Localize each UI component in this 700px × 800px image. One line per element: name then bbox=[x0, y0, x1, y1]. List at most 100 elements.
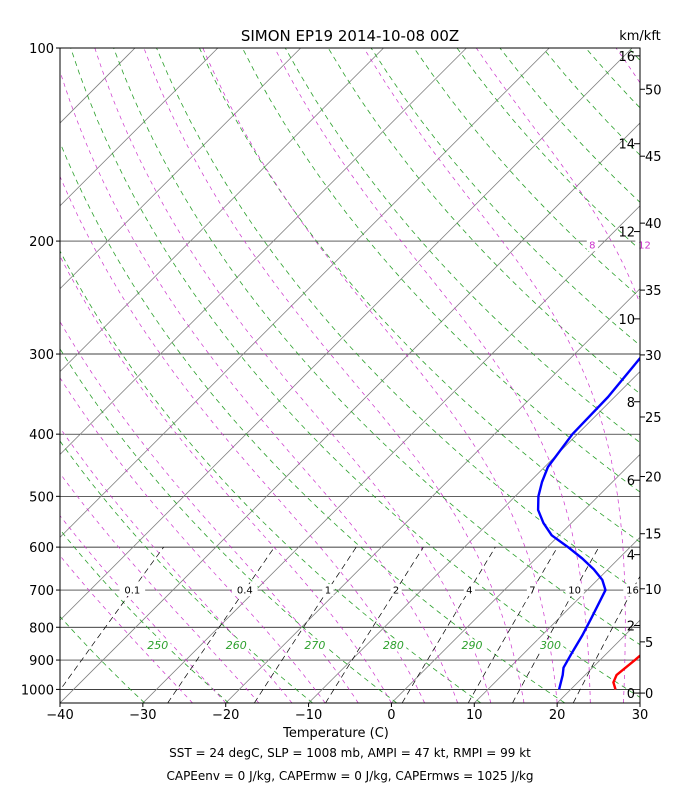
kft-tick-label: 45 bbox=[645, 150, 662, 165]
temperature-tick-label: −30 bbox=[129, 708, 156, 723]
dry-adiabat-line bbox=[156, 48, 640, 594]
km-tick-label: 12 bbox=[618, 226, 635, 241]
dry-adiabat-line bbox=[60, 250, 482, 703]
kft-tick-label: 50 bbox=[645, 83, 662, 98]
moist-adiabat-line bbox=[60, 320, 359, 703]
km-tick-label: 8 bbox=[627, 396, 635, 411]
dry-adiabat-line bbox=[413, 48, 640, 298]
temperature-tick-label: 30 bbox=[632, 708, 649, 723]
temperature-tick-label: −10 bbox=[295, 708, 322, 723]
moist-adiabat-line bbox=[363, 48, 626, 703]
dry-adiabat-label: 270 bbox=[304, 639, 325, 652]
mixing-ratio-label: 16 bbox=[626, 586, 639, 597]
x-axis-label: Temperature (C) bbox=[282, 726, 389, 741]
dry-adiabat-line bbox=[70, 48, 640, 698]
isotherm-line bbox=[60, 48, 219, 207]
moist-adiabat-line bbox=[60, 472, 260, 703]
mixing-ratio-line bbox=[401, 546, 496, 703]
dry-adiabat-line bbox=[284, 48, 640, 444]
dry-adiabat-line bbox=[499, 48, 640, 203]
moist-adiabat-line bbox=[202, 48, 558, 703]
temperature-tick-label: 10 bbox=[466, 708, 483, 723]
height-axis-label: km/kft bbox=[619, 29, 661, 44]
dry-adiabat-line bbox=[327, 48, 640, 395]
mixing-ratio-line bbox=[467, 546, 558, 703]
mixing-ratio-label-bg bbox=[623, 584, 642, 597]
km-tick-label: 4 bbox=[627, 549, 635, 564]
moist-adiabats bbox=[60, 48, 640, 703]
plot-frame bbox=[59, 47, 641, 704]
pressure-tick-label: 300 bbox=[29, 348, 54, 363]
pressure-tick-label: 900 bbox=[29, 654, 54, 669]
isotherm-line bbox=[225, 288, 640, 703]
kft-tick-label: 10 bbox=[645, 583, 662, 598]
dry-adiabat-line bbox=[628, 48, 640, 61]
isotherm-line bbox=[60, 48, 633, 621]
mixing-ratio-label: 1 bbox=[325, 586, 331, 597]
mixing-ratio-line bbox=[254, 546, 357, 703]
dry-adiabat-line bbox=[370, 48, 640, 346]
mixing-ratio-line bbox=[325, 546, 424, 703]
dry-adiabat-label-bg bbox=[144, 639, 171, 652]
mixing-ratio-label: 10 bbox=[568, 586, 581, 597]
mixing-ratio-line bbox=[512, 546, 600, 703]
isobars bbox=[60, 48, 640, 690]
pressure-tick-label: 400 bbox=[29, 428, 54, 443]
dry-adiabat-line bbox=[60, 440, 313, 703]
dry-adiabat-label: 280 bbox=[383, 639, 404, 652]
dry-adiabat-line bbox=[60, 615, 145, 703]
isotherm-line bbox=[60, 48, 384, 373]
isotherm-line bbox=[60, 48, 301, 290]
dry-adiabat-line bbox=[60, 529, 229, 703]
mixing-ratio-line bbox=[167, 546, 275, 703]
moist-adiabat-line bbox=[94, 48, 492, 703]
mixing-ratio-label-bg bbox=[463, 584, 475, 597]
temperature-tick-label: −40 bbox=[46, 708, 73, 723]
mixing-ratio-line bbox=[60, 546, 164, 691]
kft-tick-label: 35 bbox=[645, 284, 662, 299]
dry-adiabat-line bbox=[60, 348, 397, 703]
mixing-ratio-label-bg bbox=[390, 584, 402, 597]
kft-tick-label: 40 bbox=[645, 217, 662, 232]
km-tick-label: 2 bbox=[627, 619, 635, 634]
isotherm-line bbox=[391, 453, 640, 703]
isotherm-line bbox=[308, 371, 640, 703]
kft-tick-label: 25 bbox=[645, 411, 662, 426]
isotherm-line bbox=[639, 702, 640, 703]
dry-adiabat-label: 250 bbox=[147, 639, 168, 652]
mixing-ratio-label-bg bbox=[322, 584, 334, 597]
kft-tick-label: 30 bbox=[645, 349, 662, 364]
moist-adiabat-label-bg bbox=[697, 239, 700, 252]
kft-tick-label: 0 bbox=[645, 687, 653, 702]
moist-adiabat-line bbox=[60, 175, 425, 703]
pressure-tick-label: 500 bbox=[29, 490, 54, 505]
mixing-ratio-label: 0.1 bbox=[124, 586, 140, 597]
km-tick-label: 6 bbox=[627, 474, 635, 489]
moist-adiabat-line bbox=[60, 427, 293, 703]
dry-adiabat-line bbox=[113, 48, 640, 646]
dry-adiabat-label: 290 bbox=[461, 639, 482, 652]
dry-adiabat-label: 300 bbox=[540, 639, 561, 652]
mixing-ratio-label: 7 bbox=[529, 586, 535, 597]
isotherm-line bbox=[60, 122, 640, 703]
kft-tick-label: 15 bbox=[645, 528, 662, 543]
dry-adiabat-label-bg bbox=[302, 639, 328, 652]
dry-adiabat-label-bg bbox=[459, 639, 485, 652]
pressure-tick-label: 100 bbox=[29, 42, 54, 57]
pressure-tick-label: 800 bbox=[29, 621, 54, 636]
chart-title: SIMON EP19 2014-10-08 00Z bbox=[241, 27, 459, 45]
pressure-tick-label: 1000 bbox=[21, 683, 54, 698]
isotherm-line bbox=[60, 48, 467, 455]
moist-adiabat-label-bg bbox=[586, 239, 598, 252]
mixing-ratio-label: 2 bbox=[393, 586, 399, 597]
pressure-tick-label: 200 bbox=[29, 235, 54, 250]
temperature-tick-label: 0 bbox=[387, 708, 395, 723]
moist-adiabat-line bbox=[60, 69, 459, 703]
dry-adiabat-line bbox=[585, 48, 640, 109]
moist-adiabat-label: 12 bbox=[638, 241, 651, 252]
pressure-tick-label: 600 bbox=[29, 541, 54, 556]
mixing-ratio-label: 4 bbox=[466, 586, 472, 597]
isotherm-line bbox=[60, 48, 550, 538]
